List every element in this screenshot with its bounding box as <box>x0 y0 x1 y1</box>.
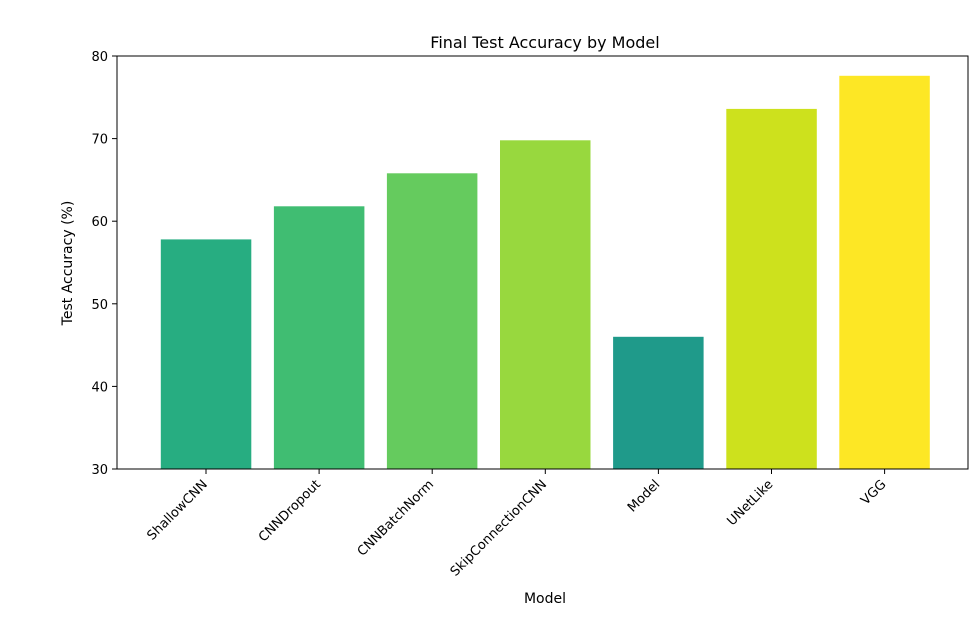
bar-shallowcnn <box>160 239 252 469</box>
bar-cnndropout <box>273 206 365 470</box>
y-axis-title: Test Accuracy (%) <box>60 201 76 327</box>
bar-skipconnectioncnn <box>500 140 591 470</box>
y-tick-label: 50 <box>91 298 108 313</box>
x-tick-label: ShallowCNN <box>145 477 211 543</box>
x-tick-label: VGG <box>858 477 889 508</box>
x-axis-title: Model <box>524 591 566 607</box>
y-tick-label: 40 <box>91 380 108 395</box>
bar-cnnbatchnorm <box>386 173 478 470</box>
x-tick-label: CNNBatchNorm <box>355 477 437 559</box>
plot-frame <box>116 55 969 470</box>
bars-group <box>160 75 930 470</box>
y-axis: 30 40 50 60 70 80 <box>91 50 117 478</box>
chart-title: Final Test Accuracy by Model <box>430 33 659 52</box>
x-tick-label: Model <box>625 477 663 515</box>
bar-model <box>613 336 704 469</box>
y-tick-label: 30 <box>91 463 108 478</box>
bar-unetlike <box>726 108 817 470</box>
x-tick-label: UNetLike <box>725 477 777 529</box>
x-tick-label: CNNDropout <box>256 477 324 545</box>
x-axis: ShallowCNN CNNDropout CNNBatchNorm SkipConn… <box>145 469 889 580</box>
x-tick-label: SkipConnectionCNN <box>448 477 550 579</box>
y-tick-label: 80 <box>91 50 108 65</box>
y-tick-label: 70 <box>91 133 108 148</box>
bar-vgg <box>839 75 930 470</box>
y-tick-label: 60 <box>91 215 108 230</box>
